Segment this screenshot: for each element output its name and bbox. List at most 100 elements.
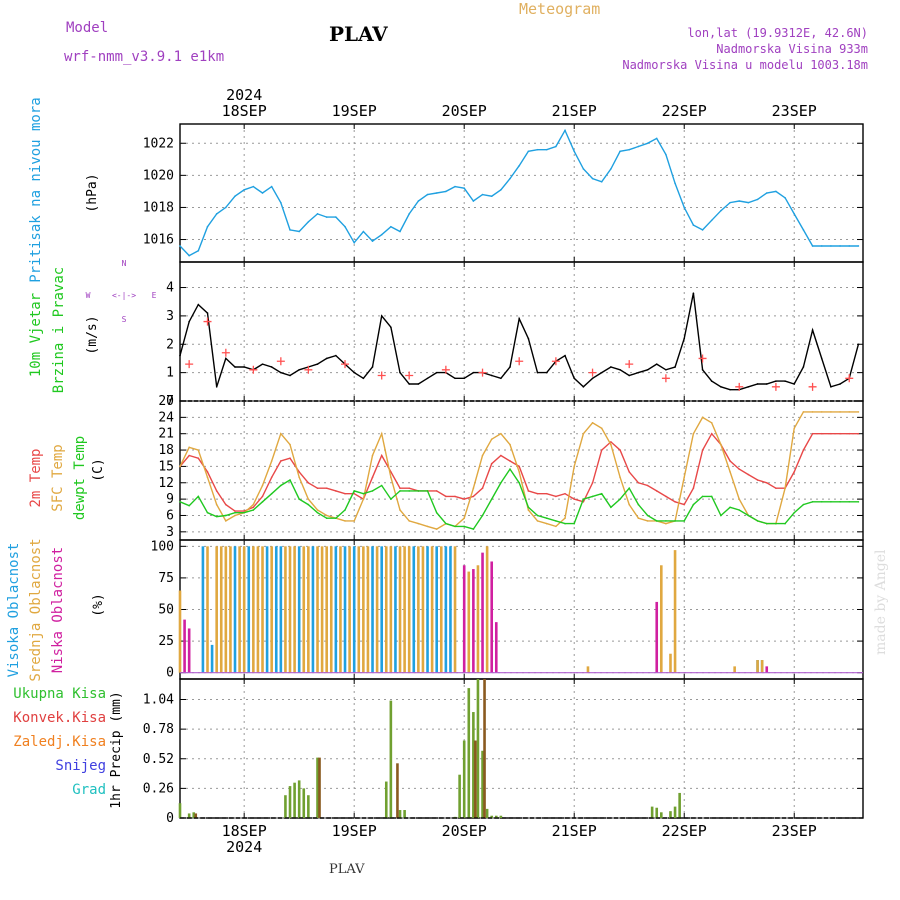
data-point [619, 449, 621, 451]
data-point [802, 411, 805, 413]
data-point [573, 150, 576, 153]
precip-axis-unit: 1hr Precip (mm) [109, 691, 124, 808]
data-point [582, 168, 585, 170]
data-point [839, 411, 841, 413]
bar [389, 546, 393, 673]
y-tick-label: 18 [158, 443, 174, 458]
data-point [591, 377, 594, 380]
data-point [527, 337, 530, 340]
data-point [710, 422, 713, 424]
bar [362, 546, 365, 673]
data-point [509, 177, 511, 180]
y-tick-label: 1.04 [143, 693, 174, 708]
data-point [298, 230, 300, 233]
data-point [839, 432, 841, 435]
data-point [665, 522, 667, 525]
compass-north: N [122, 259, 127, 268]
bar [265, 546, 269, 673]
data-point [234, 511, 236, 514]
bar [288, 786, 292, 818]
data-point [720, 209, 722, 212]
series-line-pritisak-na-nivou-mora [179, 128, 859, 257]
bar [210, 644, 214, 673]
gust-marker [249, 365, 258, 374]
data-point [408, 487, 410, 490]
bar [183, 619, 186, 673]
data-point [307, 221, 310, 223]
data-point [280, 201, 282, 204]
data-point [692, 503, 695, 506]
data-point [500, 432, 502, 435]
gust-marker [441, 365, 450, 374]
t2m-axis-title: 2m Temp [28, 448, 44, 507]
data-point [390, 498, 392, 500]
data-point [637, 503, 640, 506]
date-label-bottom: 21SEP [552, 822, 597, 840]
data-point [490, 195, 493, 198]
bar [274, 546, 278, 673]
y-tick-label: 100 [151, 539, 174, 554]
station-title: PLAV [329, 22, 388, 46]
data-point [555, 525, 557, 528]
data-point [619, 368, 621, 371]
y-tick-label: 50 [158, 603, 174, 618]
data-point [362, 230, 365, 233]
data-point [362, 498, 365, 500]
bar [756, 660, 759, 673]
bar [481, 750, 484, 818]
y-tick-label: 0.26 [143, 781, 174, 796]
data-point [188, 446, 190, 449]
data-point [857, 343, 860, 346]
data-point [261, 495, 264, 498]
data-point [720, 443, 722, 446]
bar [288, 546, 292, 673]
data-point [215, 503, 218, 506]
data-point [197, 303, 200, 306]
data-point [811, 329, 814, 331]
bar [238, 546, 241, 673]
bar [476, 679, 480, 818]
bar [483, 679, 486, 818]
data-point [417, 490, 420, 492]
data-point [206, 225, 209, 228]
data-point [435, 490, 438, 492]
data-point [564, 492, 566, 495]
precip-legend-item: Konvek.Kisa [13, 710, 106, 726]
bar [201, 546, 205, 673]
data-point [463, 187, 466, 189]
data-point [811, 432, 814, 435]
bar [318, 757, 321, 818]
data-point [811, 501, 814, 503]
data-point [628, 487, 631, 490]
data-point [316, 511, 319, 514]
data-point [362, 377, 365, 380]
data-point [289, 229, 291, 231]
data-point [417, 383, 420, 385]
data-point [591, 422, 594, 424]
y-tick-label: 6 [166, 508, 174, 523]
bar [733, 666, 736, 673]
data-point [408, 383, 410, 385]
data-point [848, 432, 851, 435]
data-point [619, 498, 621, 500]
gust-marker [735, 382, 744, 391]
data-point [252, 506, 255, 509]
data-point [646, 368, 649, 371]
compass-ew-axis: <-|-> [112, 291, 136, 300]
data-point [674, 520, 676, 522]
data-point [206, 312, 209, 314]
series-line-sfc-temp [179, 411, 859, 530]
data-point [509, 366, 511, 368]
data-point [573, 522, 576, 525]
chart-panels: 1016101810201022012343691215182124270255… [143, 123, 864, 826]
data-point [463, 525, 466, 528]
data-point [325, 517, 328, 519]
gust-marker [661, 374, 670, 383]
mid-cloud-axis-title: Srednja Oblacnost [28, 538, 44, 681]
data-point [435, 528, 438, 530]
data-point [353, 371, 355, 374]
data-point [820, 501, 823, 503]
data-point [380, 484, 383, 487]
